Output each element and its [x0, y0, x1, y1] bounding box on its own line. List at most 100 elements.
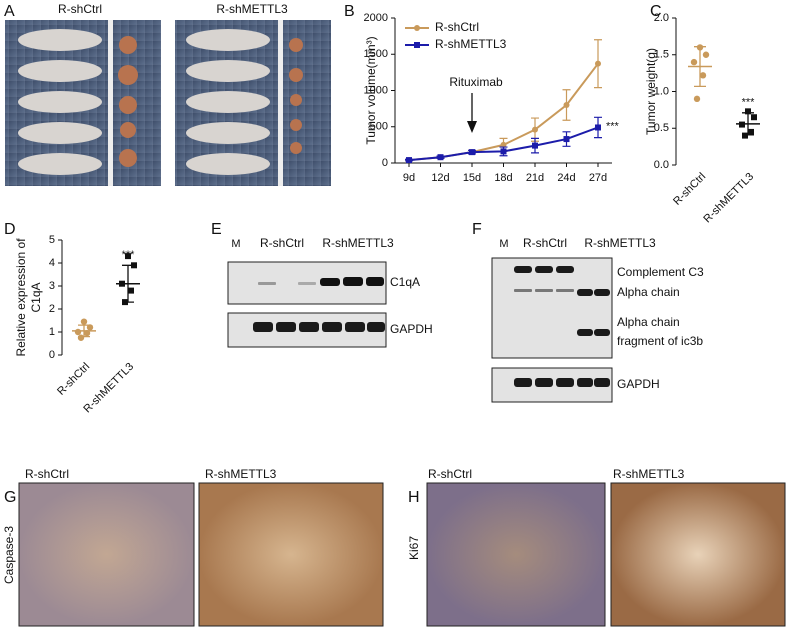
- ihc-image: [610, 482, 786, 627]
- y-tick-label: 500: [370, 121, 388, 133]
- point: [563, 102, 570, 108]
- y-tick-label: 1: [49, 326, 55, 338]
- point: [469, 149, 475, 156]
- annotation: Rituximab: [449, 75, 503, 89]
- x-tick-label: R-shCtrl: [55, 361, 92, 398]
- legend-label: R-shMETTL3: [435, 37, 507, 51]
- panel-letter: A: [4, 3, 15, 20]
- significance: ***: [122, 249, 136, 261]
- legend-marker: [414, 25, 420, 31]
- stain-label: Ki67: [407, 536, 421, 560]
- sd-bar: [78, 324, 90, 338]
- band-label: GAPDH: [390, 322, 433, 336]
- panel-letter: F: [472, 221, 482, 238]
- sd-bar: [122, 264, 134, 303]
- significance: ***: [742, 97, 756, 109]
- point: [437, 154, 444, 161]
- point: [532, 142, 538, 149]
- panel-letter: E: [211, 221, 222, 238]
- y-tick-label: 3: [49, 280, 55, 292]
- y-tick-label: 0: [49, 349, 55, 361]
- blot-bands: [514, 266, 610, 336]
- y-tick-label: 2000: [364, 12, 388, 24]
- lane-label: M: [231, 238, 240, 250]
- lane-label: R-shMETTL3: [322, 236, 394, 250]
- point: [74, 328, 82, 336]
- blot-bands: [258, 277, 384, 286]
- ihc-image: [426, 482, 606, 627]
- y-tick-label: 0.0: [654, 159, 669, 171]
- arrowhead: [467, 121, 477, 133]
- sd-bar: [742, 112, 754, 136]
- blot-bands: [253, 322, 385, 332]
- lane-label: M: [499, 238, 508, 250]
- x-tick-label: 21d: [526, 172, 544, 184]
- legend-marker: [414, 42, 420, 48]
- x-tick-label: 9d: [403, 172, 415, 184]
- point: [125, 253, 131, 260]
- ihc-image: [198, 482, 384, 627]
- ruler-gap: [278, 20, 283, 186]
- point: [77, 334, 85, 341]
- significance: ***: [606, 120, 620, 132]
- band-label: Complement C3: [617, 265, 704, 279]
- blot: [491, 257, 613, 359]
- point: [690, 58, 698, 66]
- y-tick-label: 0.5: [654, 122, 669, 134]
- point: [500, 141, 507, 148]
- group-label: R-shCtrl: [25, 467, 69, 481]
- point: [745, 108, 751, 115]
- tumors: [118, 36, 303, 167]
- x-tick-label: 18d: [494, 172, 512, 184]
- sd-bar: [694, 46, 706, 88]
- y-axis-title: Tumor volume(mm³): [364, 36, 378, 144]
- y-tick-label: 1500: [364, 48, 388, 60]
- y-tick-label: 0: [382, 157, 388, 169]
- group-label: R-shCtrl: [428, 467, 472, 481]
- point: [699, 72, 707, 79]
- lane-label: R-shCtrl: [523, 236, 567, 250]
- x-tick-label: R-shCtrl: [671, 171, 708, 208]
- x-tick-label: R-shMETTL3: [701, 171, 756, 226]
- x-tick-label: 12d: [431, 172, 449, 184]
- panel-letter: G: [4, 489, 16, 506]
- y-tick-label: 1.0: [654, 85, 669, 97]
- y-tick-label: 1.5: [654, 49, 669, 61]
- panel-letter: B: [344, 3, 355, 20]
- group-label: R-shMETTL3: [216, 2, 288, 16]
- point: [595, 124, 601, 131]
- ihc-image: [18, 482, 195, 627]
- legend-label: R-shCtrl: [435, 20, 479, 34]
- group-label: R-shMETTL3: [205, 467, 277, 481]
- band-label: C1qA: [390, 275, 420, 289]
- mice: [18, 29, 270, 175]
- band-label: fragment of ic3b: [617, 334, 703, 348]
- point: [563, 136, 570, 143]
- x-tick-label: 15d: [463, 172, 481, 184]
- panel-letter: D: [4, 221, 16, 238]
- y-tick-label: 5: [49, 234, 55, 246]
- band-label: GAPDH: [617, 377, 660, 391]
- point: [128, 287, 134, 294]
- group-label: R-shMETTL3: [613, 467, 685, 481]
- panel-letter: H: [408, 489, 420, 506]
- y-tick-label: 1000: [364, 84, 388, 96]
- y-axis-title: Relative expression of: [14, 238, 28, 357]
- lane-label: R-shMETTL3: [584, 236, 656, 250]
- point: [532, 126, 538, 133]
- band-label: Alpha chain: [617, 285, 680, 299]
- y-axis-title: Tumor weight(g): [644, 48, 658, 135]
- y-tick-label: 2.0: [654, 12, 669, 24]
- point: [406, 157, 412, 164]
- panel-letter: C: [650, 3, 662, 20]
- band-label: Alpha chain: [617, 315, 680, 329]
- ruler-gap: [108, 20, 113, 186]
- x-tick-label: 27d: [589, 172, 607, 184]
- point: [751, 114, 757, 121]
- point: [500, 148, 507, 155]
- point: [595, 60, 601, 67]
- lane-label: R-shCtrl: [260, 236, 304, 250]
- y-axis-title: C1qA: [29, 282, 43, 312]
- point: [748, 128, 754, 135]
